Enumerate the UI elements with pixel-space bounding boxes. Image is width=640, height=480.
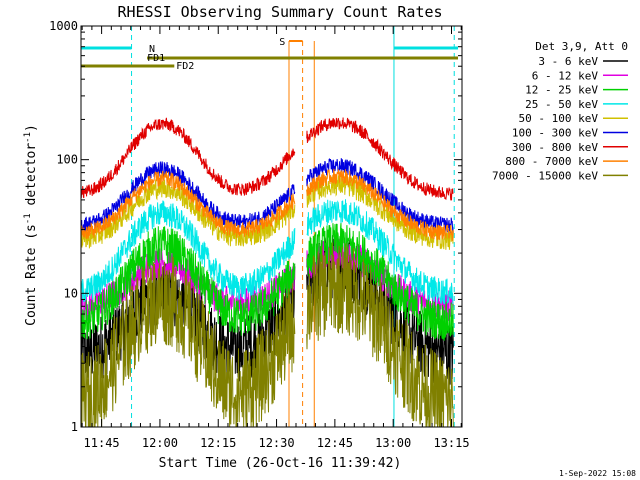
legend-label: 3 - 6 keV	[538, 55, 598, 68]
legend-header: Det 3,9, Att 0	[535, 40, 628, 53]
y-tick-label: 100	[56, 153, 78, 167]
legend-label: 800 - 7000 keV	[505, 155, 598, 168]
x-tick-label: 12:00	[142, 436, 178, 450]
y-tick-label: 1	[71, 420, 78, 434]
legend-label: 7000 - 15000 keV	[492, 169, 598, 182]
y-axis-label: Count Rate (s-1 detector-1)	[23, 124, 39, 326]
series-line-8	[81, 242, 454, 427]
timestamp: 1-Sep-2022 15:08	[559, 469, 636, 478]
annotation-label-fd1: FD1	[147, 53, 165, 64]
x-axis-label: Start Time (26-Oct-16 11:39:42)	[159, 456, 402, 471]
legend-label: 12 - 25 keV	[525, 84, 598, 97]
plot-frame	[80, 25, 463, 428]
legend-label: 100 - 300 keV	[512, 127, 598, 140]
legend-label: 50 - 100 keV	[519, 112, 599, 125]
x-tick-label: 12:15	[200, 436, 236, 450]
x-tick-label: 13:00	[375, 436, 411, 450]
y-tick-label: 10	[64, 286, 78, 300]
annotation-label-fd2: FD2	[176, 61, 194, 72]
x-tick-label: 12:45	[317, 436, 353, 450]
chart-title: RHESSI Observing Summary Count Rates	[117, 3, 442, 21]
legend-label: 6 - 12 keV	[532, 69, 599, 82]
series-line-7	[81, 168, 454, 242]
plot-area: N S FD1 FD2	[80, 26, 458, 427]
annotation-label-s: S	[279, 37, 285, 48]
series-line-3	[81, 199, 454, 305]
x-tick-label: 13:15	[433, 436, 469, 450]
y-tick-label: 1000	[49, 19, 78, 33]
legend-label: 25 - 50 keV	[525, 98, 598, 111]
axes: 1 10 100 1000 11:45 12:00 12:15 12:30 12:45 13:00…	[49, 19, 469, 450]
x-tick-label: 12:30	[258, 436, 294, 450]
series-line-4	[81, 174, 454, 250]
series-line-2	[81, 222, 454, 341]
annotation-label-n: N	[149, 44, 155, 55]
series-line-6	[81, 117, 454, 201]
x-tick-label: 11:45	[84, 436, 120, 450]
series-line-5	[81, 158, 454, 233]
legend-label: 300 - 800 keV	[512, 141, 598, 154]
